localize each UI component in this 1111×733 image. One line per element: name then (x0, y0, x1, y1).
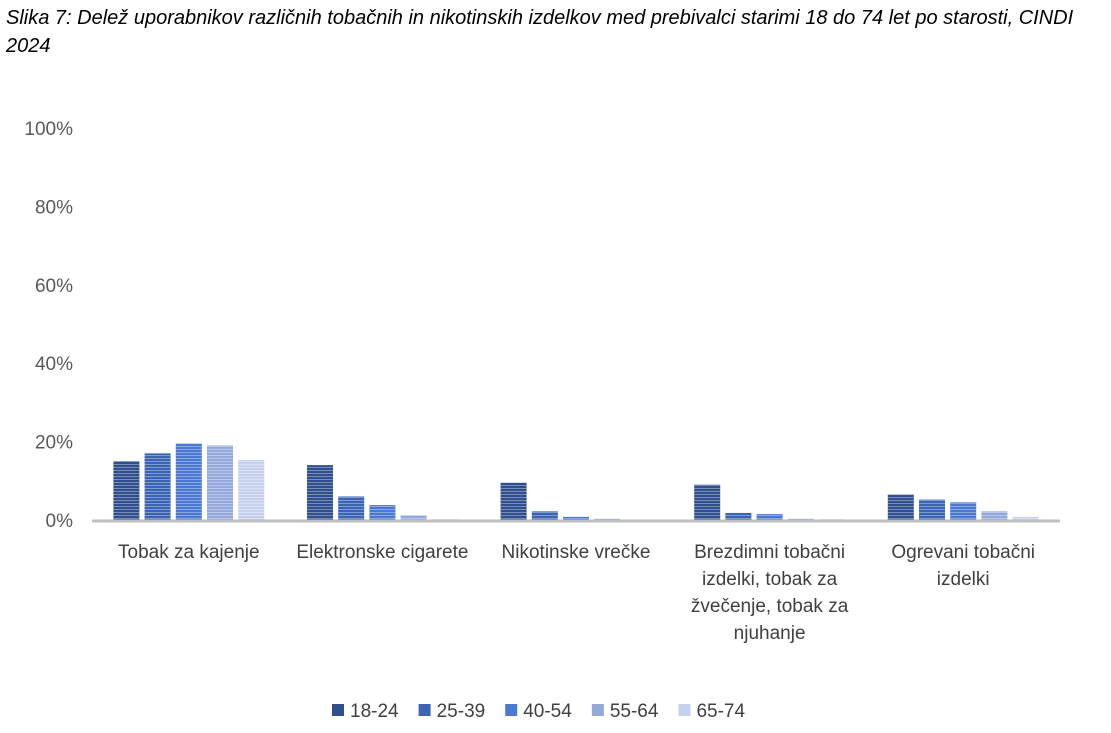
bar (500, 482, 527, 520)
bar (531, 511, 558, 520)
x-category-label: Tobak za kajenje (118, 542, 260, 563)
legend-label: 55-64 (610, 701, 659, 722)
bar (981, 511, 1008, 520)
bar (338, 496, 365, 520)
bar (694, 484, 721, 520)
legend-item: 40-54 (505, 701, 572, 722)
y-tick-label: 0% (46, 511, 74, 532)
legend-label: 65-74 (696, 701, 745, 722)
bar (594, 518, 621, 520)
chart-title: Slika 7: Delež uporabnikov različnih tob… (6, 7, 1074, 57)
bar (238, 460, 265, 520)
bar (919, 499, 945, 520)
x-category-label: Nikotinske vrečke (502, 542, 651, 563)
y-tick-label: 100% (24, 119, 73, 140)
bar (175, 443, 202, 520)
bar (563, 516, 589, 520)
bar (1012, 516, 1039, 520)
bar (307, 465, 333, 520)
bar (207, 445, 233, 520)
bar (787, 518, 814, 520)
legend-item: 18-24 (332, 701, 399, 722)
bar (113, 461, 140, 520)
y-tick-label: 20% (35, 433, 73, 454)
bar (725, 512, 752, 520)
legend-label: 25-39 (437, 701, 486, 722)
legend-swatch (591, 704, 604, 716)
legend-item: 55-64 (591, 701, 659, 722)
x-category-label: Brezdimni tobačni izdelki, tobak za žvečen… (691, 542, 849, 644)
legend-label: 40-54 (523, 701, 572, 722)
legend-swatch (505, 704, 518, 716)
legend-label: 18-24 (350, 701, 399, 722)
bar (400, 515, 427, 520)
x-category-label: Ogrevani tobačni izdelki (891, 542, 1035, 590)
y-tick-label: 60% (35, 276, 73, 297)
y-tick-label: 80% (35, 197, 73, 218)
bar (144, 453, 171, 520)
bar (756, 514, 783, 520)
legend-item: 65-74 (678, 701, 745, 722)
legend-swatch (678, 704, 691, 716)
bar (369, 505, 396, 520)
y-tick-label: 40% (35, 354, 73, 375)
bar (950, 502, 977, 520)
legend-item: 25-39 (418, 701, 486, 722)
legend-swatch (332, 704, 344, 716)
x-category-label: Elektronske cigarete (296, 542, 468, 563)
bar (887, 494, 914, 520)
legend-swatch (418, 704, 431, 716)
